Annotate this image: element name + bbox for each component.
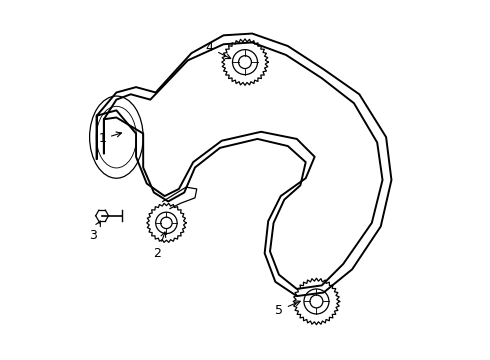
Text: 3: 3 (89, 221, 100, 242)
Text: 2: 2 (153, 232, 166, 260)
Text: 5: 5 (275, 301, 300, 317)
Text: 1: 1 (98, 132, 122, 145)
Text: 4: 4 (205, 41, 231, 59)
